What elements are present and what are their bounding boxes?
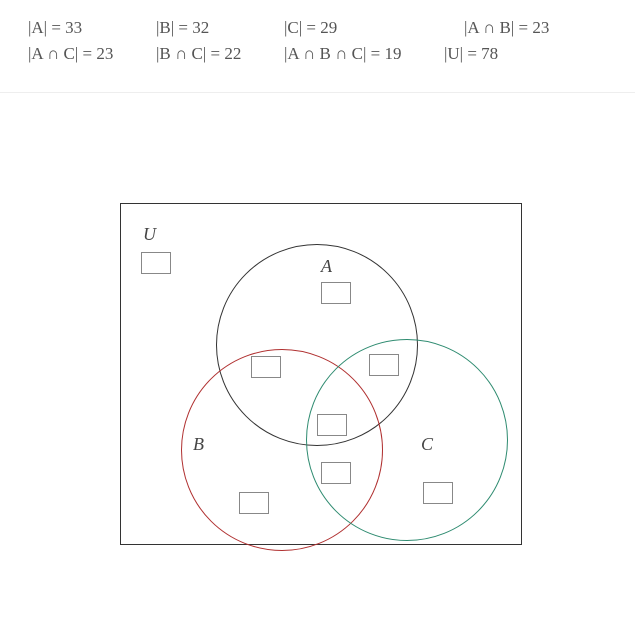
- val-AC: |A ∩ C| = 23: [28, 44, 146, 64]
- given-row-1: |A| = 33 |B| = 32 |C| = 29 |A ∩ B| = 23: [28, 18, 607, 38]
- region-ABC-input[interactable]: [317, 414, 347, 436]
- region-U-only-input[interactable]: [141, 252, 171, 274]
- region-C-only-input[interactable]: [423, 482, 453, 504]
- region-AC-input[interactable]: [369, 354, 399, 376]
- region-AB-input[interactable]: [251, 356, 281, 378]
- val-BC: |B ∩ C| = 22: [156, 44, 274, 64]
- label-U: U: [143, 224, 156, 245]
- val-AB: |A ∩ B| = 23: [464, 18, 549, 38]
- val-B: |B| = 32: [156, 18, 274, 38]
- region-A-only-input[interactable]: [321, 282, 351, 304]
- universe-box: U A B C: [120, 203, 522, 545]
- val-U: |U| = 78: [444, 44, 498, 64]
- val-ABC: |A ∩ B ∩ C| = 19: [284, 44, 434, 64]
- val-C: |C| = 29: [284, 18, 454, 38]
- val-A: |A| = 33: [28, 18, 146, 38]
- region-BC-input[interactable]: [321, 462, 351, 484]
- venn-diagram-container: U A B C: [0, 93, 635, 545]
- label-A: A: [321, 256, 332, 277]
- label-C: C: [421, 434, 433, 455]
- given-row-2: |A ∩ C| = 23 |B ∩ C| = 22 |A ∩ B ∩ C| = …: [28, 44, 607, 64]
- region-B-only-input[interactable]: [239, 492, 269, 514]
- given-values: |A| = 33 |B| = 32 |C| = 29 |A ∩ B| = 23 …: [0, 0, 635, 93]
- label-B: B: [193, 434, 204, 455]
- circle-C: [306, 339, 508, 541]
